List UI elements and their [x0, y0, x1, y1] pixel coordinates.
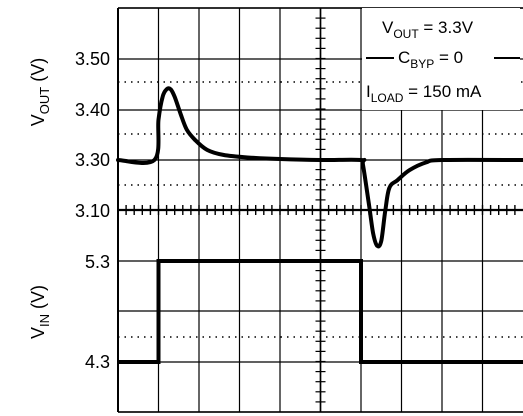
dotted-reference-lines [118, 81, 523, 338]
y-axis-title-vout: VOUT (V) [28, 58, 52, 126]
tick-label-4.3: 4.3 [85, 352, 110, 372]
tick-label-3.30: 3.30 [75, 150, 110, 170]
y-axis-title-vin: VIN (V) [28, 285, 52, 339]
tick-label-3.40: 3.40 [75, 100, 110, 120]
tick-label-3.10: 3.10 [75, 201, 110, 221]
series-vin-trace [118, 259, 523, 364]
series-vout-trace [116, 86, 523, 249]
tick-label-3.50: 3.50 [75, 49, 110, 69]
annotation-iload: ILOAD = 150 mA [366, 82, 482, 105]
tick-label-5.3: 5.3 [85, 252, 110, 272]
annotation-cbyp: CBYP = 0 [398, 48, 463, 71]
annotation-vout: VOUT = 3.3V [382, 18, 474, 41]
